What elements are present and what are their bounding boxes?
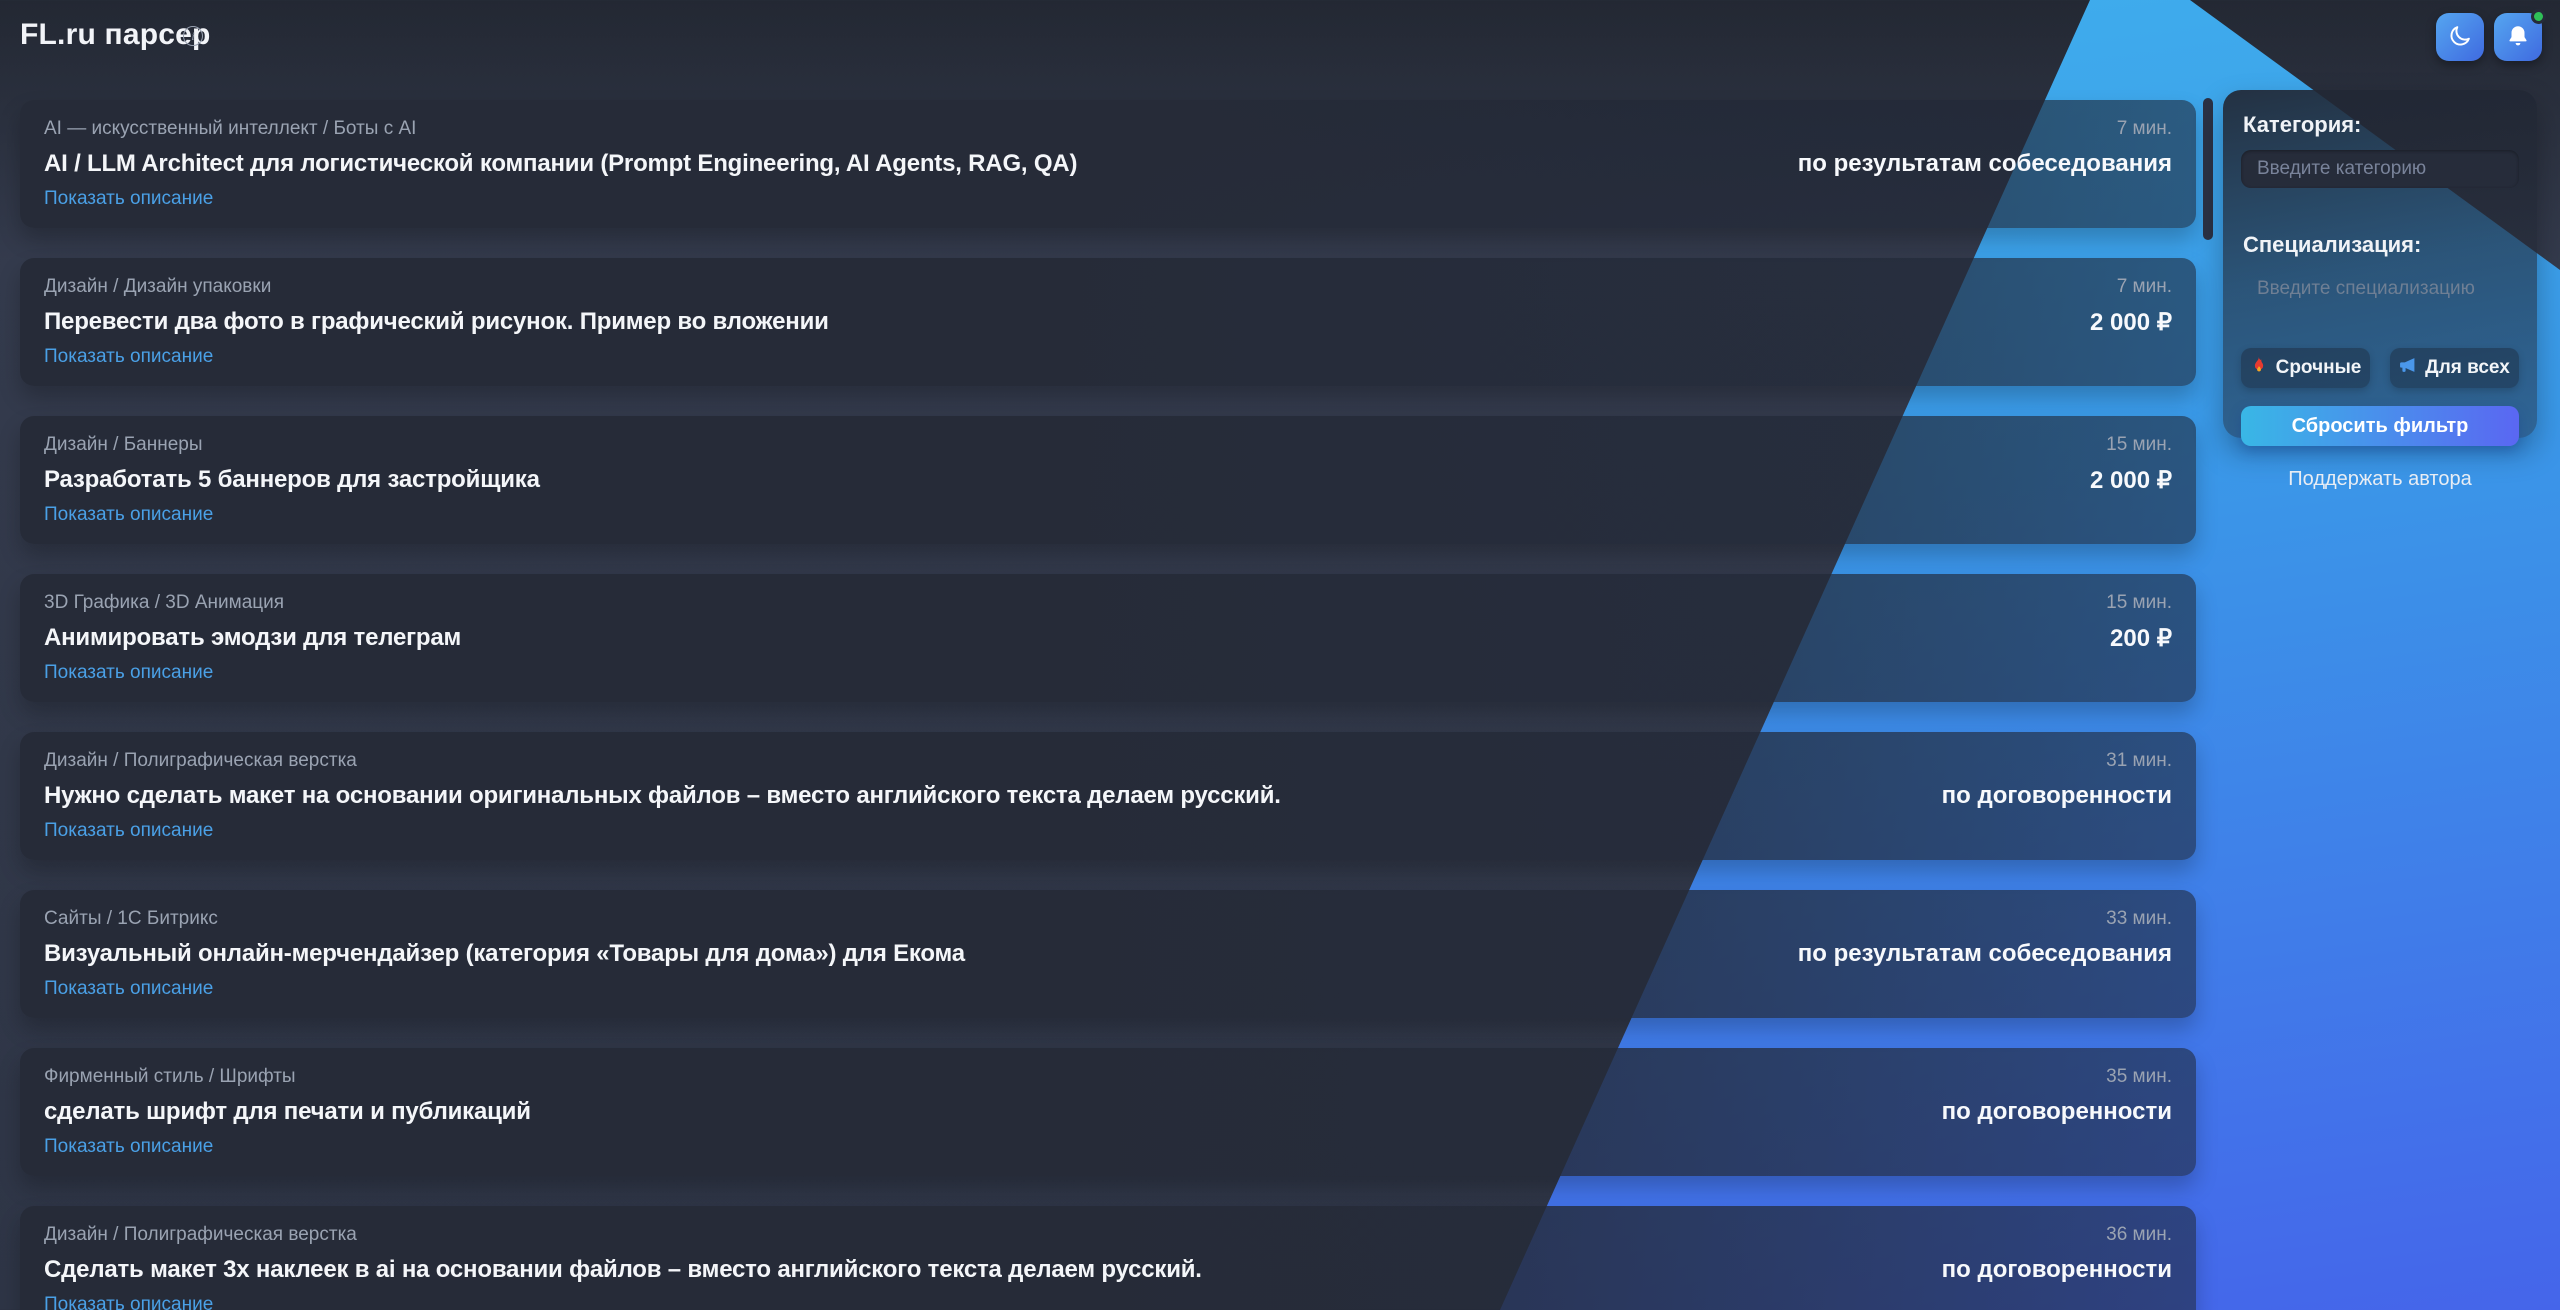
order-card: AI — искусственный интеллект / Боты с AI…: [20, 100, 2196, 228]
flame-icon: [2250, 356, 2267, 380]
order-category: 3D Графика / 3D Анимация: [44, 592, 285, 613]
order-title: Нужно сделать макет на основании оригина…: [44, 782, 1281, 809]
for-all-filter-label: Для всех: [2425, 357, 2510, 378]
order-time: 7 мин.: [2116, 276, 2172, 297]
order-category: Дизайн / Баннеры: [44, 434, 203, 455]
order-price: по договоренности: [1941, 1098, 2172, 1125]
order-title: сделать шрифт для печати и публикаций: [44, 1098, 531, 1125]
filter-toggles: Срочные Для всех: [2241, 348, 2519, 388]
show-description-link[interactable]: Показать описание: [44, 820, 214, 841]
orders-list: AI — искусственный интеллект / Боты с AI…: [20, 100, 2196, 1310]
show-description-link[interactable]: Показать описание: [44, 188, 214, 209]
order-price: 2 000 ₽: [2090, 466, 2172, 494]
urgent-filter-label: Срочные: [2275, 357, 2362, 378]
order-card: Дизайн / Полиграфическая верстка 36 мин.…: [20, 1206, 2196, 1310]
order-category: Дизайн / Полиграфическая верстка: [44, 1224, 357, 1245]
moon-icon: [2447, 23, 2473, 52]
order-price: по договоренности: [1941, 1256, 2172, 1283]
category-label: Категория:: [2243, 112, 2362, 137]
header-buttons: [2436, 9, 2546, 61]
order-time: 15 мин.: [2106, 592, 2172, 613]
category-input[interactable]: [2241, 150, 2519, 188]
order-category: Фирменный стиль / Шрифты: [44, 1066, 296, 1087]
specialization-label: Специализация:: [2243, 232, 2422, 257]
filter-panel: Категория: Специализация: Срочные Для вс…: [2223, 90, 2537, 446]
order-card: Дизайн / Баннеры 15 мин. Разработать 5 б…: [20, 416, 2196, 544]
order-card: Сайты / 1С Битрикс 33 мин. Визуальный он…: [20, 890, 2196, 1018]
order-time: 15 мин.: [2106, 434, 2172, 455]
order-category: Дизайн / Полиграфическая верстка: [44, 750, 357, 771]
order-time: 36 мин.: [2106, 1224, 2172, 1245]
header: FL.ru парсер i: [0, 0, 2560, 72]
show-description-link[interactable]: Показать описание: [44, 346, 214, 367]
order-title: Визуальный онлайн-мерчендайзер (категори…: [44, 940, 965, 967]
urgent-filter-button[interactable]: Срочные: [2241, 348, 2370, 388]
notifications-button[interactable]: [2494, 9, 2546, 61]
order-title: Перевести два фото в графический рисунок…: [44, 308, 829, 335]
info-icon[interactable]: i: [183, 26, 203, 46]
order-title: AI / LLM Architect для логистической ком…: [44, 150, 1078, 177]
order-price: по результатам собеседования: [1797, 940, 2172, 967]
reset-filter-button[interactable]: Сбросить фильтр: [2241, 406, 2519, 446]
notification-status-dot: [2531, 9, 2546, 24]
order-price: 2 000 ₽: [2090, 308, 2172, 336]
show-description-link[interactable]: Показать описание: [44, 1136, 214, 1157]
order-title: Разработать 5 баннеров для застройщика: [44, 466, 540, 493]
show-description-link[interactable]: Показать описание: [44, 662, 214, 683]
bell-icon: [2505, 23, 2531, 52]
megaphone-icon: [2399, 357, 2416, 380]
for-all-filter-button[interactable]: Для всех: [2390, 348, 2519, 388]
show-description-link[interactable]: Показать описание: [44, 1294, 214, 1310]
order-price: по договоренности: [1941, 782, 2172, 809]
order-price: 200 ₽: [2110, 624, 2172, 652]
show-description-link[interactable]: Показать описание: [44, 978, 214, 999]
order-category: Сайты / 1С Битрикс: [44, 908, 218, 929]
order-time: 31 мин.: [2106, 750, 2172, 771]
theme-toggle-button[interactable]: [2436, 13, 2484, 61]
show-description-link[interactable]: Показать описание: [44, 504, 214, 525]
page-title: FL.ru парсер: [20, 18, 211, 51]
order-price: по результатам собеседования: [1797, 150, 2172, 177]
order-card: Дизайн / Полиграфическая верстка 31 мин.…: [20, 732, 2196, 860]
order-time: 33 мин.: [2106, 908, 2172, 929]
order-time: 7 мин.: [2116, 118, 2172, 139]
order-time: 35 мин.: [2106, 1066, 2172, 1087]
scrollbar-thumb[interactable]: [2203, 98, 2213, 240]
order-card: Дизайн / Дизайн упаковки 7 мин. Перевест…: [20, 258, 2196, 386]
order-title: Анимировать эмодзи для телеграм: [44, 624, 462, 651]
order-category: AI — искусственный интеллект / Боты с AI: [44, 118, 417, 139]
specialization-input[interactable]: [2241, 270, 2519, 308]
order-title: Сделать макет 3х наклеек в ai на основан…: [44, 1256, 1202, 1283]
order-category: Дизайн / Дизайн упаковки: [44, 276, 272, 297]
support-author-link[interactable]: Поддержать автора: [2288, 468, 2472, 490]
order-card: 3D Графика / 3D Анимация 15 мин. Анимиро…: [20, 574, 2196, 702]
order-card: Фирменный стиль / Шрифты 35 мин. сделать…: [20, 1048, 2196, 1176]
